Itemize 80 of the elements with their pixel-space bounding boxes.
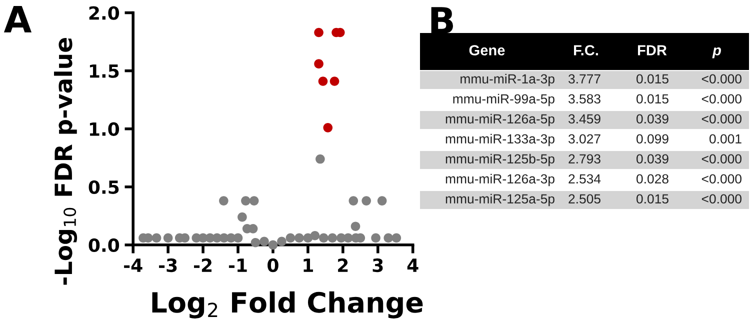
text: <0.000: [702, 114, 742, 124]
x-axis-title: Log$_{2}$ Fold Change: [152, 291, 423, 318]
point: [260, 236, 269, 246]
text: 0.099: [636, 134, 668, 144]
text: 0.015: [636, 74, 668, 84]
point: [384, 233, 394, 243]
point: [392, 233, 402, 243]
point: [310, 230, 320, 240]
point: [318, 76, 328, 86]
point: [241, 196, 250, 206]
text: 0.028: [636, 174, 668, 184]
point: [163, 233, 173, 243]
x-tick-label: 0: [268, 258, 278, 272]
x-tick-label: -2: [194, 258, 212, 272]
point: [323, 123, 333, 132]
point: [362, 196, 371, 206]
point: [294, 233, 304, 243]
text: <0.000: [702, 194, 742, 204]
point: [348, 196, 358, 206]
text: 0.015: [636, 94, 668, 104]
x-tick-label: -4: [124, 258, 142, 272]
text: p: [712, 47, 721, 58]
text: mmu-miR-126a-5p: [446, 114, 554, 126]
y-tick-label: 2.0: [89, 6, 120, 20]
text: 3.777: [568, 74, 600, 84]
x-tick-label: -3: [159, 258, 177, 272]
text: 0.039: [636, 154, 668, 164]
text: <0.000: [702, 154, 742, 164]
text: B: [431, 7, 453, 34]
x-tick-label: 3: [372, 258, 383, 272]
text: 0.015: [636, 194, 668, 204]
point: [286, 233, 296, 243]
text: 2.534: [568, 174, 601, 184]
text: 2.793: [568, 154, 600, 164]
y-tick-label: 1.5: [90, 64, 119, 78]
y-tick-label: 0.5: [88, 180, 119, 194]
text: <0.000: [702, 74, 742, 84]
chart-title: A: [4, 6, 32, 32]
point: [314, 59, 324, 68]
y-axis-title: -Log$_{10}$ FDR p-value: [54, 38, 78, 285]
point: [344, 233, 353, 243]
point: [250, 238, 260, 248]
text: <0.000: [702, 174, 742, 184]
x-tick-label: 4: [407, 258, 418, 272]
x-tick-label: 1: [304, 258, 313, 272]
point: [316, 154, 325, 164]
point: [371, 233, 380, 243]
point: [330, 76, 340, 86]
point: [219, 196, 228, 206]
text: 3.583: [568, 94, 600, 104]
point: [377, 196, 387, 206]
text: mmu-miR-1a-3p: [460, 74, 554, 86]
point: [319, 233, 328, 243]
point: [238, 212, 247, 222]
text: 0.039: [636, 114, 668, 124]
y-tick-label: 0.0: [88, 238, 120, 252]
text: Gene: [469, 45, 505, 56]
text: mmu-miR-133a-3p: [446, 134, 554, 146]
point: [277, 236, 286, 246]
point: [314, 28, 324, 38]
text: FDR: [638, 45, 667, 56]
text: 0.001: [710, 134, 742, 144]
point: [350, 222, 360, 232]
text: <0.000: [702, 94, 742, 104]
point: [328, 233, 338, 243]
point: [268, 240, 278, 250]
text: F.C.: [574, 45, 598, 56]
text: mmu-miR-126a-3p: [446, 174, 554, 186]
text: 3.459: [568, 114, 600, 124]
point: [152, 233, 162, 243]
point: [249, 196, 259, 206]
x-tick-label: 2: [338, 258, 348, 272]
text: mmu-miR-125b-5p: [446, 154, 554, 166]
text: 2.505: [568, 194, 600, 204]
text: 3.027: [568, 134, 600, 144]
y-tick-label: 1.0: [90, 122, 120, 136]
text: mmu-miR-125a-5p: [446, 194, 554, 206]
x-tick-label: -1: [228, 258, 247, 272]
point: [233, 233, 243, 243]
text: mmu-miR-99a-5p: [453, 94, 554, 106]
